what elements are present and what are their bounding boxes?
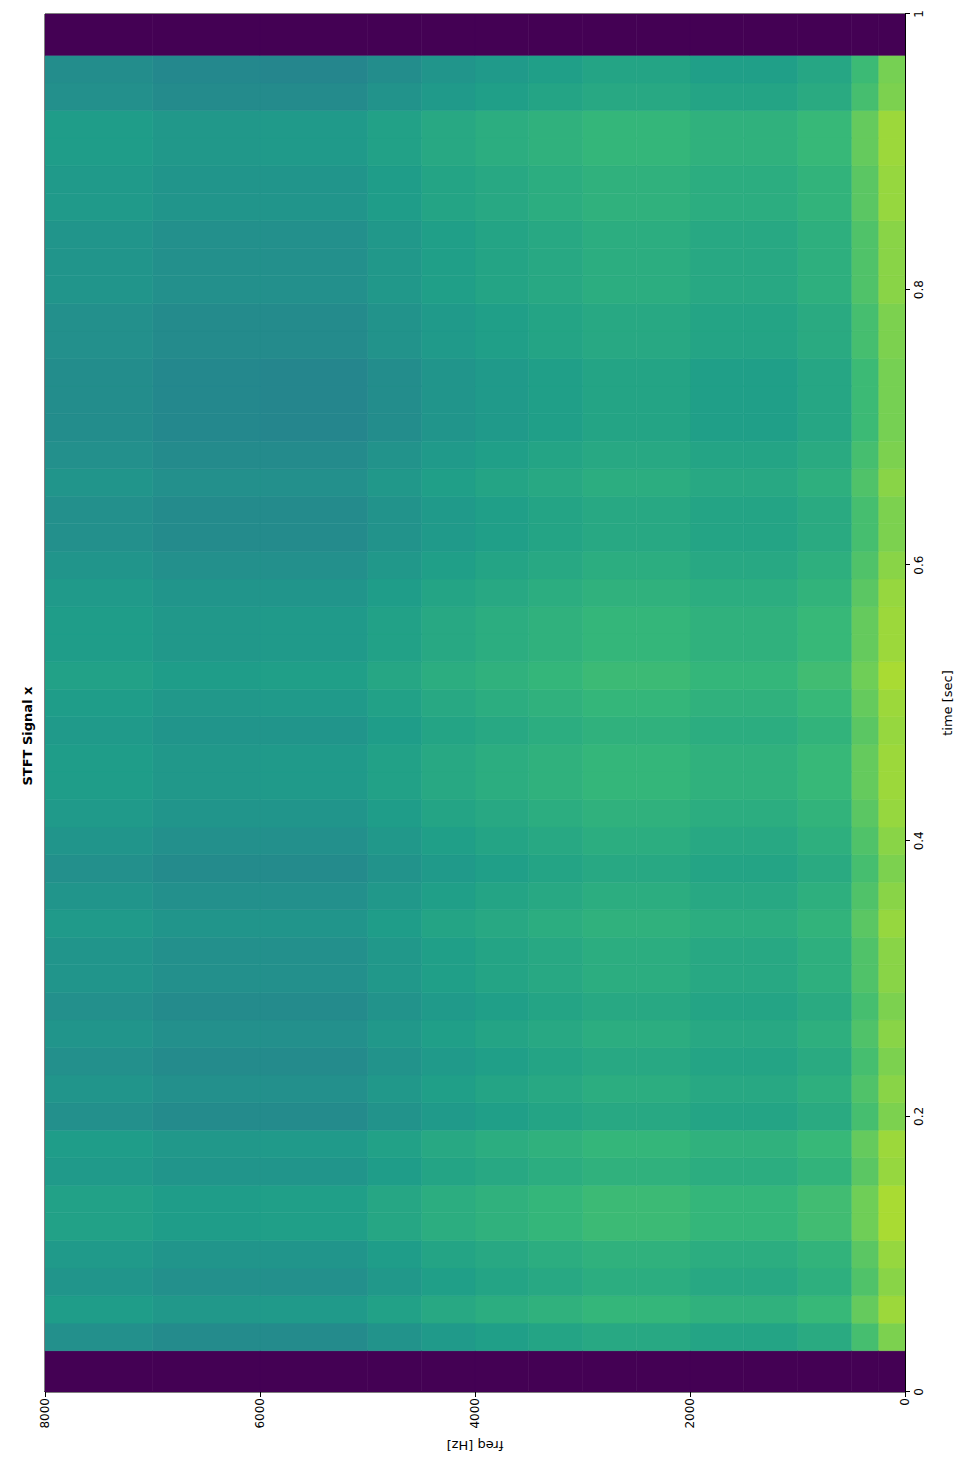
svg-text:1: 1 [912,10,926,18]
svg-text:0.8: 0.8 [912,280,926,299]
svg-text:0: 0 [898,1398,912,1406]
svg-text:freq [Hz]: freq [Hz] [447,1438,504,1453]
svg-text:0: 0 [912,1388,926,1396]
svg-text:8000: 8000 [38,1398,52,1429]
svg-text:0.2: 0.2 [912,1107,926,1126]
svg-text:time [sec]: time [sec] [940,670,955,736]
svg-text:2000: 2000 [683,1398,697,1429]
svg-text:0.4: 0.4 [912,831,926,850]
svg-text:6000: 6000 [253,1398,267,1429]
svg-text:STFT Signal x: STFT Signal x [20,686,35,786]
svg-text:0.6: 0.6 [912,556,926,575]
svg-text:4000: 4000 [468,1398,482,1429]
